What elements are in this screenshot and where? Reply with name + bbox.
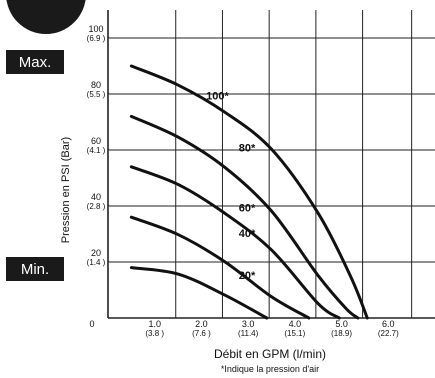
axis-ticks: 1.0(3.8 )2.0(7.6 )3.0(11.4)4.0(15.1)5.0(… (87, 24, 399, 338)
x-tick-label: 6.0 (382, 319, 395, 329)
min-badge: Min. (6, 257, 64, 281)
series-label: 20* (239, 270, 256, 282)
y-tick-label: 20 (91, 248, 101, 258)
series-label: 40* (239, 228, 256, 240)
y-tick-label: 80 (91, 80, 101, 90)
series-label: 80* (239, 142, 256, 154)
y-tick-sublabel: (1.4 ) (87, 258, 106, 267)
decorative-circle (6, 0, 86, 34)
x-tick-label: 2.0 (195, 319, 208, 329)
series-line (129, 266, 269, 320)
series-line (129, 165, 341, 320)
max-badge-label: Max. (19, 54, 52, 71)
series-line (129, 114, 360, 320)
x-tick-sublabel: (15.1) (284, 329, 305, 338)
y-axis-title: Pression en PSI (Bar) (60, 137, 72, 243)
x-tick-sublabel: (11.4) (238, 329, 259, 338)
y-tick-sublabel: (2.8 ) (87, 202, 106, 211)
y-tick-sublabel: (5.5 ) (87, 90, 106, 99)
x-tick-sublabel: (22.7) (378, 329, 399, 338)
y-tick-label: 100 (88, 24, 103, 34)
min-badge-label: Min. (21, 261, 49, 278)
series-label: 100* (206, 91, 229, 103)
max-badge: Max. (6, 50, 64, 74)
x-tick-label: 3.0 (242, 319, 255, 329)
air-pressure-note: *Indique la pression d'air (221, 364, 319, 374)
series-line (129, 215, 311, 320)
y-tick-sublabel: (6.9 ) (87, 34, 106, 43)
y-tick-label: 0 (89, 319, 94, 329)
x-axis-title: Débit en GPM (l/min) (214, 347, 326, 361)
chart-grid (107, 10, 435, 319)
chart-series: 100* 80* 60* 40* 20* (129, 64, 369, 320)
x-tick-sublabel: (18.9) (331, 329, 352, 338)
series-line (129, 64, 369, 320)
x-tick-label: 1.0 (148, 319, 161, 329)
series-label: 60* (239, 203, 256, 215)
y-tick-label: 40 (91, 192, 101, 202)
y-tick-label: 60 (91, 136, 101, 146)
x-tick-sublabel: (3.8 ) (145, 329, 164, 338)
x-tick-label: 4.0 (289, 319, 302, 329)
x-tick-sublabel: (7.6 ) (192, 329, 211, 338)
x-tick-label: 5.0 (335, 319, 348, 329)
y-tick-sublabel: (4.1 ) (87, 146, 106, 155)
